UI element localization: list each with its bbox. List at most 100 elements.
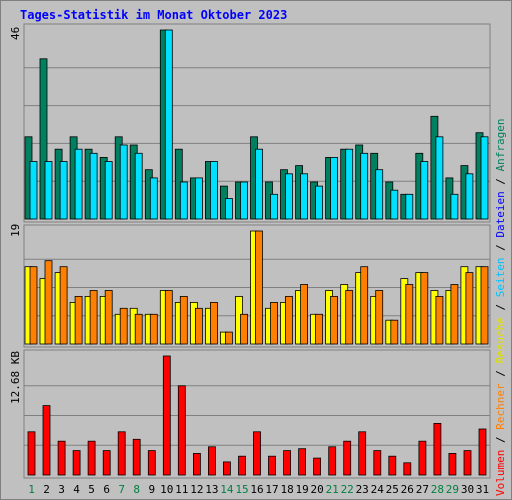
bar-volumen-day-13 [207,446,216,476]
x-tick-label-day-13: 13 [205,483,219,496]
bar-rechner-day-21 [330,295,339,345]
bar-volumen-day-18 [283,450,292,476]
bar-volumen-day-4 [72,450,81,476]
x-tick-label-day-7: 7 [118,483,125,496]
bar-rechner-day-8 [134,313,143,345]
x-tick-label-day-19: 19 [295,483,309,496]
bar-volumen-day-12 [192,452,201,476]
bar-rechner-day-1 [29,266,38,345]
bar-dateien-day-5 [89,152,98,220]
bar-rechner-day-24 [375,290,384,345]
bar-dateien-day-27 [420,161,429,220]
bar-volumen-day-15 [238,455,246,476]
legend-entry-seiten: Seiten [494,257,507,298]
bar-rechner-day-13 [209,301,218,345]
bar-volumen-day-27 [418,440,427,476]
x-tick-label-day-6: 6 [103,483,110,496]
x-tick-label-day-9: 9 [148,483,156,496]
bar-volumen-day-7 [117,431,126,476]
x-tick-label-day-26: 26 [400,483,414,496]
bar-dateien-day-28 [435,136,444,220]
bar-rechner-day-23 [360,266,369,345]
series-legend-vertical: Volumen / Rechner / Besuche / Seiten / D… [494,118,507,496]
bar-rechner-day-7 [119,307,128,345]
bar-volumen-day-6 [102,450,111,476]
panel-bottom [23,349,491,479]
x-tick-label-day-3: 3 [58,483,65,496]
bar-dateien-day-3 [59,161,68,220]
x-tick-label-day-24: 24 [370,483,384,496]
bar-rechner-day-2 [44,260,53,345]
x-tick-label-day-30: 30 [460,483,475,496]
x-tick-label-day-18: 18 [280,483,294,496]
legend-entry-dateien: Dateien [494,191,507,238]
bar-volumen-day-10 [162,355,171,476]
bar-rechner-day-26 [405,284,414,345]
bar-dateien-day-7 [119,144,128,220]
x-tick-label-day-15: 15 [235,483,249,496]
bar-rechner-day-29 [450,284,459,345]
bar-volumen-day-3 [57,440,66,476]
x-tick-label-day-11: 11 [175,483,189,496]
bar-dateien-day-19 [300,173,309,220]
x-tick-label-day-20: 20 [310,483,324,496]
legend-entry-volumen: Volumen [494,449,507,496]
bar-volumen-day-26 [403,462,412,476]
bar-volumen-day-1 [27,431,36,476]
legend-separator: / [494,237,507,258]
bar-rechner-day-11 [179,295,188,345]
bar-rechner-day-15 [240,313,248,345]
bar-dateien-day-21 [330,156,339,220]
bar-rechner-day-28 [435,295,444,345]
legend-entry-besuche: Besuche [494,317,507,364]
x-tick-label-day-17: 17 [265,483,279,496]
bar-dateien-day-10 [164,29,173,220]
chart-panels [23,23,491,479]
bar-volumen-day-24 [373,450,382,476]
x-tick-label-day-4: 4 [73,483,80,496]
x-tick-label-day-8: 8 [133,483,140,496]
bar-volumen-day-9 [147,450,156,476]
legend-separator: / [494,171,507,192]
bar-dateien-day-18 [285,173,293,220]
bar-rechner-day-6 [104,290,113,345]
bar-dateien-day-12 [194,177,203,220]
bar-rechner-day-16 [255,230,263,345]
bar-volumen-day-11 [177,385,186,476]
bar-dateien-day-24 [375,169,384,220]
bar-rechner-day-27 [420,272,429,345]
x-tick-label-day-12: 12 [190,483,204,496]
bar-dateien-day-31 [480,136,489,220]
bar-volumen-day-19 [298,448,307,476]
bar-volumen-day-28 [433,422,442,476]
bar-dateien-day-13 [209,161,218,220]
bar-volumen-day-30 [463,450,472,476]
x-tick-label-day-1: 1 [28,483,35,496]
x-tick-label-day-31: 31 [475,483,490,496]
bar-dateien-day-29 [450,193,459,220]
x-tick-label-day-29: 29 [445,483,460,496]
bar-dateien-day-26 [405,193,414,220]
bar-rechner-day-4 [74,295,83,345]
bar-volumen-day-17 [268,455,276,476]
bar-rechner-day-14 [224,331,233,345]
bar-volumen-day-29 [448,452,457,476]
bar-anfragen-day-2 [39,58,48,220]
bar-volumen-day-20 [313,457,322,476]
x-tick-label-day-25: 25 [385,483,399,496]
bar-volumen-day-2 [42,405,51,476]
bar-rechner-day-5 [89,290,98,345]
bar-rechner-day-10 [164,290,173,345]
x-tick-label-day-21: 21 [325,483,339,496]
bar-volumen-day-23 [358,431,367,476]
bar-volumen-day-8 [132,438,141,476]
bar-dateien-day-6 [104,161,113,220]
bar-volumen-day-16 [253,431,261,476]
bar-rechner-day-20 [315,313,324,345]
bar-rechner-day-19 [300,284,309,345]
bar-volumen-day-5 [87,440,96,476]
bar-rechner-day-12 [194,307,203,345]
bar-dateien-day-17 [270,193,278,220]
x-tick-label-day-27: 27 [415,483,430,496]
